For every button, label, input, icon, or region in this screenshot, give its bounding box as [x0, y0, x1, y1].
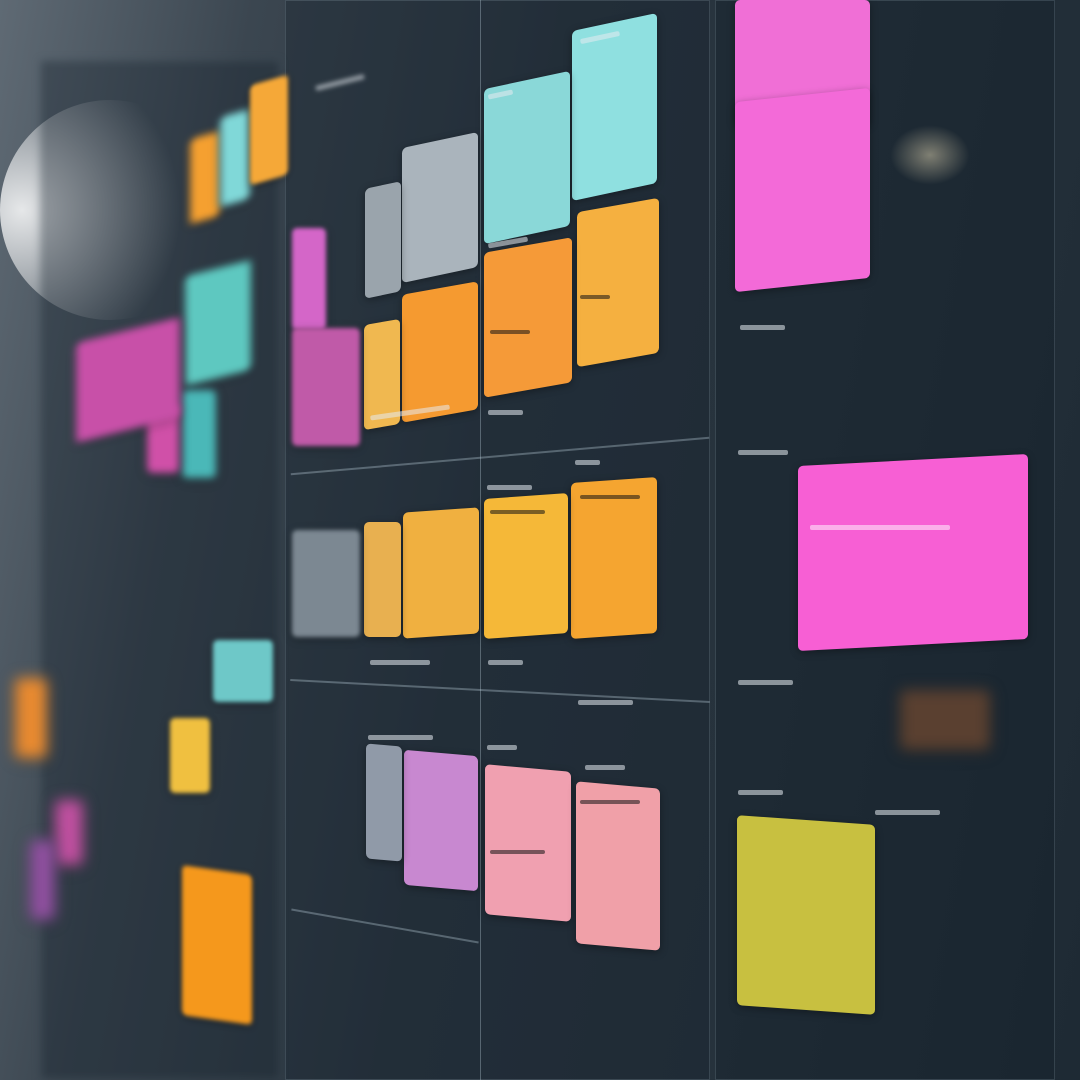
column-label-scribble	[575, 460, 600, 465]
task-card[interactable]	[190, 130, 220, 225]
task-card[interactable]	[170, 718, 210, 793]
task-card[interactable]	[403, 507, 479, 639]
column-label-scribble	[370, 660, 430, 665]
card-text-scribble	[810, 525, 950, 530]
task-card[interactable]	[250, 74, 288, 186]
task-card[interactable]	[182, 390, 216, 478]
task-card[interactable]	[30, 840, 55, 920]
column-divider	[480, 0, 481, 1080]
task-card[interactable]	[213, 640, 273, 702]
column-label-scribble	[488, 660, 523, 665]
task-card[interactable]	[292, 530, 360, 637]
task-card[interactable]	[900, 690, 990, 750]
task-card[interactable]	[577, 197, 659, 368]
column-label-scribble	[740, 325, 785, 330]
task-card[interactable]	[484, 237, 572, 398]
task-card[interactable]	[292, 328, 360, 446]
task-card[interactable]	[402, 131, 478, 284]
column-label-scribble	[578, 700, 633, 705]
task-card[interactable]	[571, 476, 657, 640]
column-label-scribble	[875, 810, 940, 815]
card-text-scribble	[580, 800, 640, 804]
task-card[interactable]	[798, 453, 1028, 652]
task-card[interactable]	[15, 678, 47, 758]
task-card[interactable]	[404, 749, 478, 892]
card-text-scribble	[490, 510, 545, 514]
task-card[interactable]	[365, 181, 401, 299]
column-label-scribble	[738, 790, 783, 795]
task-card[interactable]	[220, 108, 250, 208]
task-card[interactable]	[364, 522, 401, 637]
column-label-scribble	[738, 450, 788, 455]
card-text-scribble	[580, 495, 640, 499]
task-card[interactable]	[735, 87, 870, 293]
task-card[interactable]	[366, 743, 402, 862]
card-text-scribble	[490, 330, 530, 334]
column-label-scribble	[488, 410, 523, 415]
task-card[interactable]	[185, 259, 251, 387]
column-label-scribble	[738, 680, 793, 685]
column-label-scribble	[368, 735, 433, 740]
card-text-scribble	[580, 295, 610, 299]
card-text-scribble	[490, 850, 545, 854]
column-label-scribble	[487, 485, 532, 490]
task-card[interactable]	[292, 228, 326, 330]
task-card[interactable]	[182, 865, 252, 1025]
column-label-scribble	[487, 745, 517, 750]
task-card[interactable]	[484, 493, 568, 639]
task-card[interactable]	[737, 815, 875, 1015]
column-label-scribble	[585, 765, 625, 770]
task-card[interactable]	[576, 781, 660, 951]
task-card[interactable]	[402, 281, 478, 423]
task-card[interactable]	[485, 764, 571, 922]
task-card[interactable]	[55, 800, 83, 865]
